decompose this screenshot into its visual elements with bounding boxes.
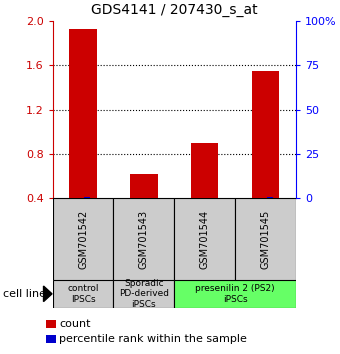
Bar (235, 198, 296, 280)
Bar (174, 280, 296, 308)
Bar (114, 280, 174, 308)
Bar (69, 29, 97, 198)
Text: GSM701542: GSM701542 (78, 209, 88, 269)
Text: Sporadic
PD-derived
iPSCs: Sporadic PD-derived iPSCs (119, 279, 169, 309)
Text: count: count (59, 319, 91, 329)
Bar (174, 198, 235, 280)
Bar (46, 320, 56, 328)
Text: GSM701543: GSM701543 (139, 209, 149, 269)
Text: cell line: cell line (3, 289, 46, 299)
Text: control
IPSCs: control IPSCs (67, 284, 99, 303)
Bar (46, 335, 56, 343)
Polygon shape (44, 286, 52, 302)
Text: GSM701545: GSM701545 (260, 209, 270, 269)
Bar (53, 198, 114, 280)
Bar (53, 280, 114, 308)
Text: GSM701544: GSM701544 (200, 209, 210, 269)
Bar (191, 143, 218, 198)
Bar (252, 71, 279, 198)
Bar (114, 198, 174, 280)
Bar (130, 174, 157, 198)
Text: percentile rank within the sample: percentile rank within the sample (59, 334, 248, 344)
Title: GDS4141 / 207430_s_at: GDS4141 / 207430_s_at (91, 4, 258, 17)
Text: presenilin 2 (PS2)
iPSCs: presenilin 2 (PS2) iPSCs (195, 284, 275, 303)
